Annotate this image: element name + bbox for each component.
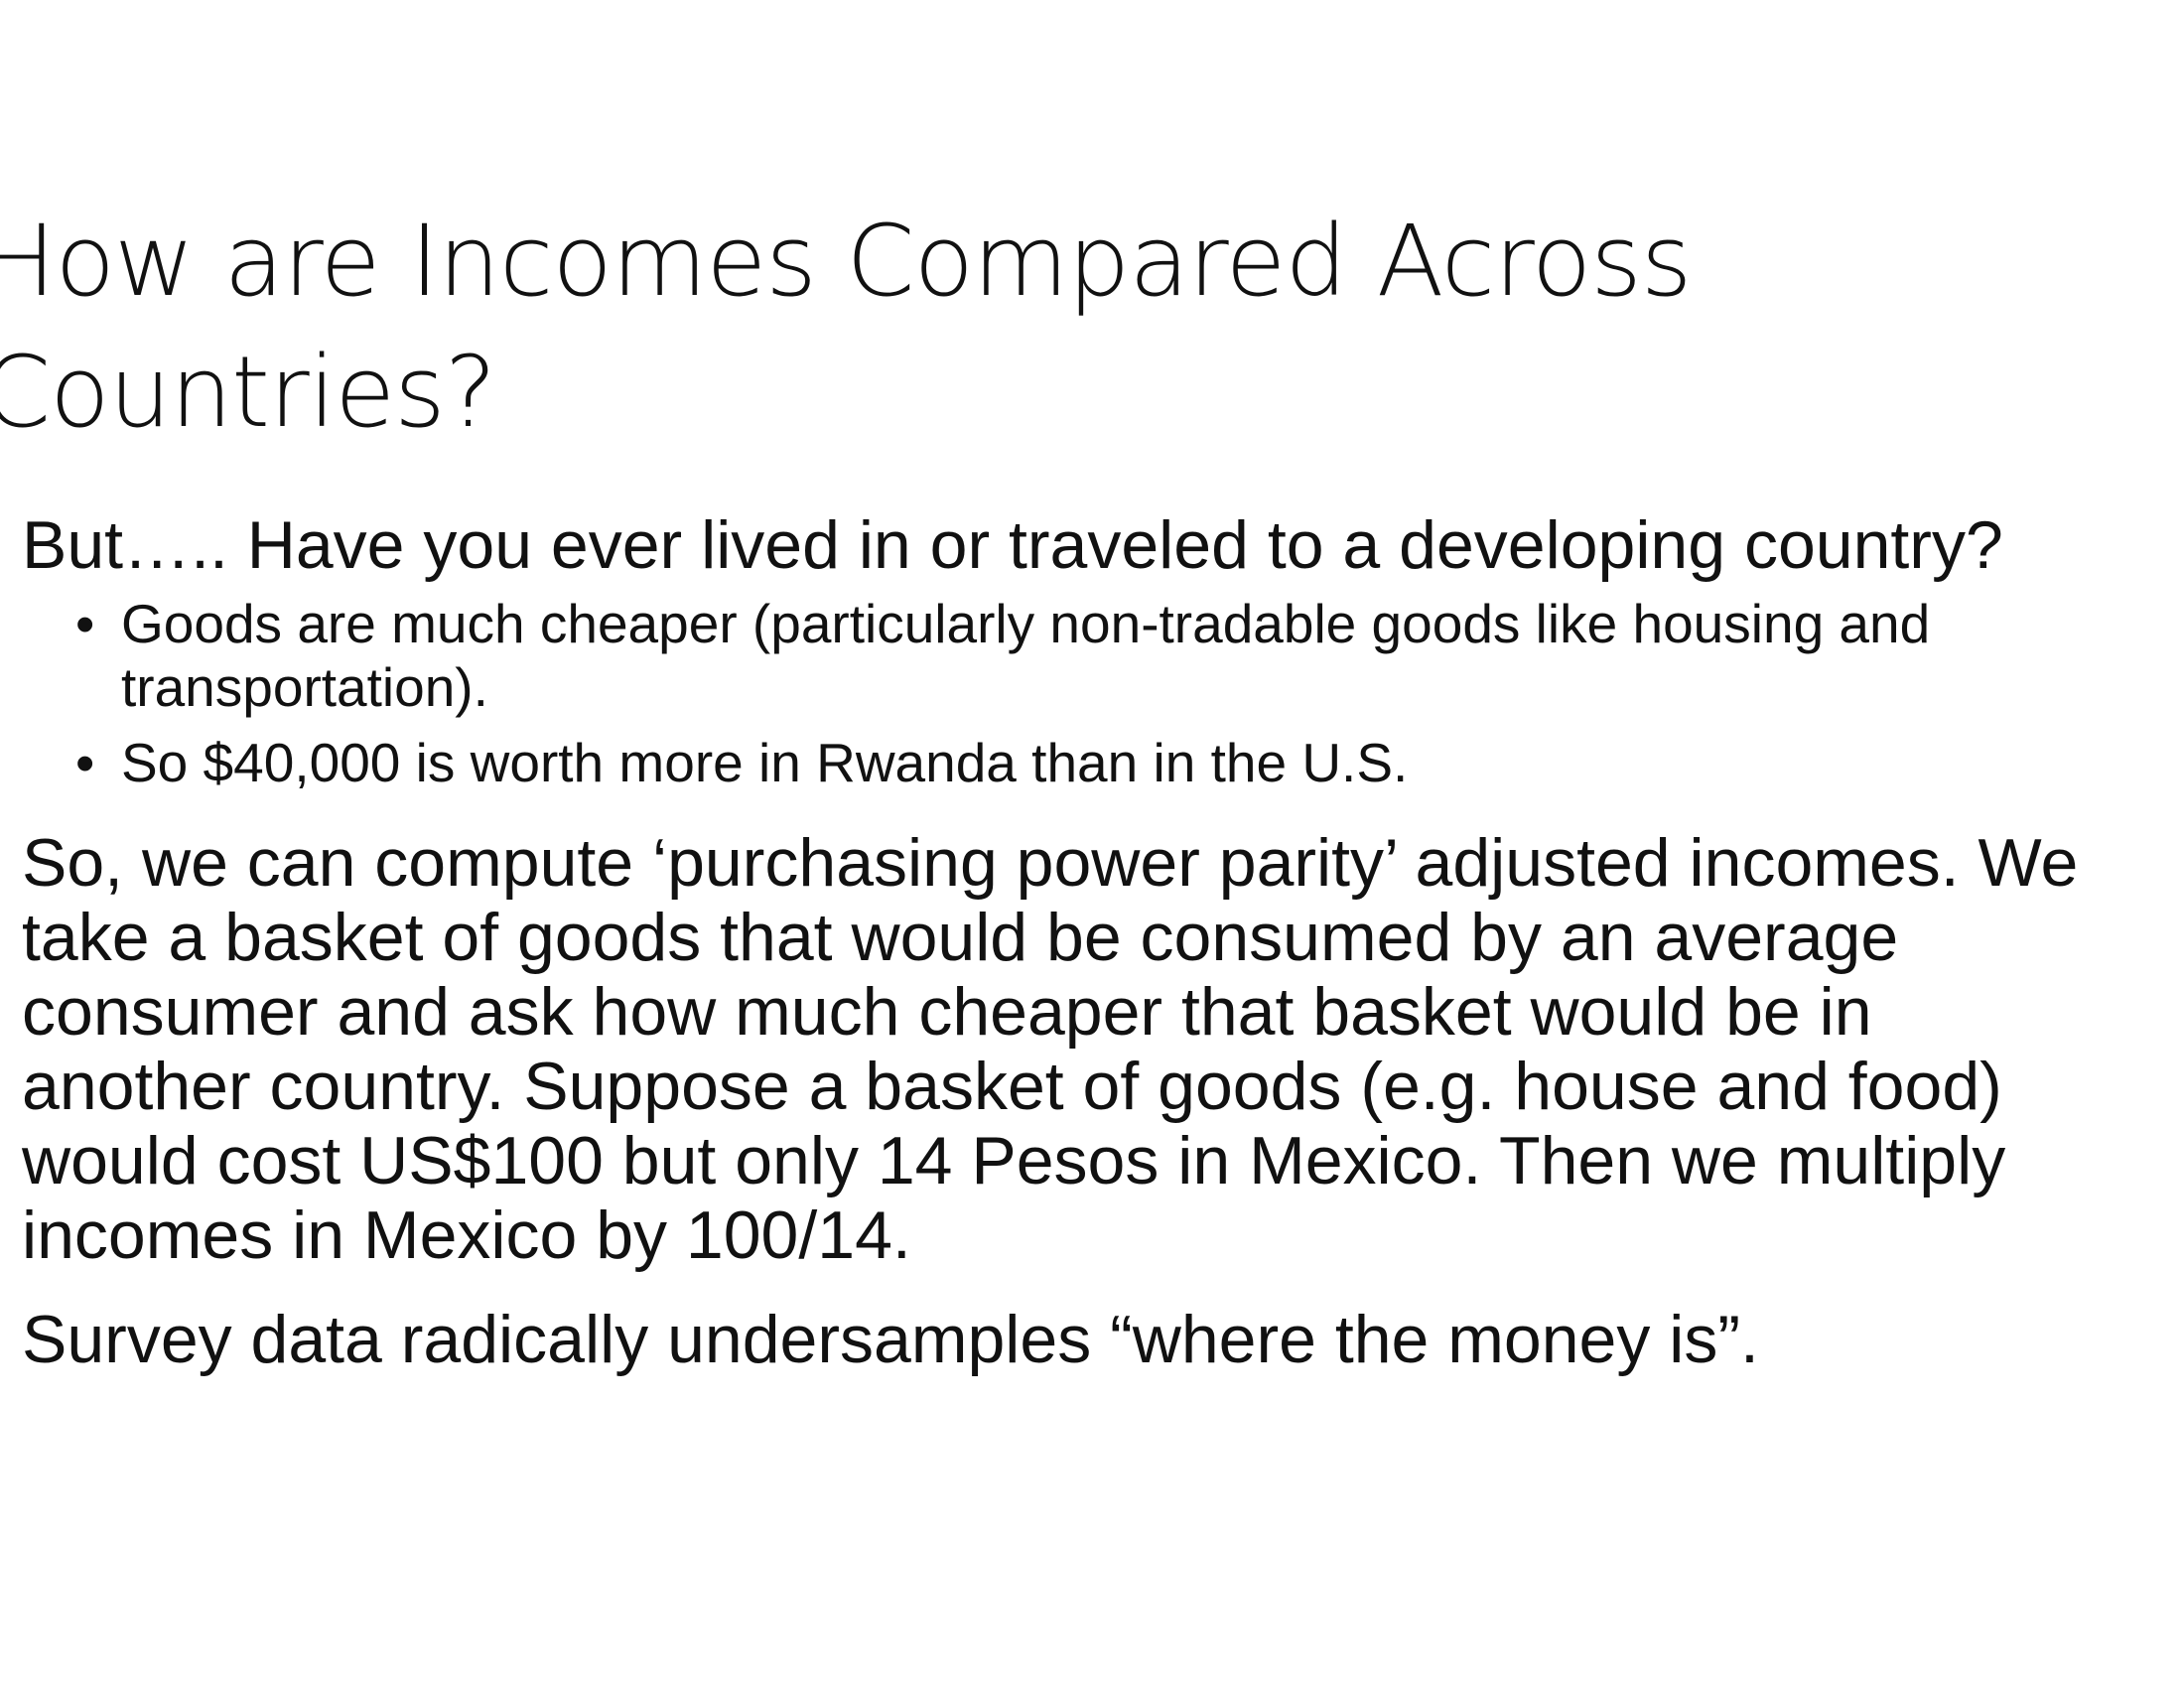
bullet-text-rwanda: So $40,000 is worth more in Rwanda than … xyxy=(121,732,1409,793)
bullet-item-rwanda: • So $40,000 is worth more in Rwanda tha… xyxy=(71,731,2176,794)
ppp-paragraph: So, we can compute ‘purchasing power par… xyxy=(22,826,2078,1273)
bullet-dot-icon: • xyxy=(75,732,95,793)
survey-paragraph: Survey data radically undersamples “wher… xyxy=(22,1302,1759,1377)
bullet-list: • Goods are much cheaper (particularly n… xyxy=(71,592,2176,794)
bullet-text-goods-cheaper: Goods are much cheaper (particularly non… xyxy=(121,593,1931,718)
question-paragraph: But….. Have you ever lived in or travele… xyxy=(22,507,2003,583)
ppp-line-1: So, we can compute ‘purchasing power par… xyxy=(22,825,2079,901)
slide-title-line-2: Countries? xyxy=(0,336,496,450)
ppp-line-4: another country. Suppose a basket of goo… xyxy=(22,1049,2002,1124)
ppp-line-2: take a basket of goods that would be con… xyxy=(22,900,1899,975)
slide-title-line-1: How are Incomes Compared Across xyxy=(0,205,1692,319)
bullet-dot-icon: • xyxy=(75,593,95,654)
ppp-line-5: would cost US$100 but only 14 Pesos in M… xyxy=(22,1123,2006,1198)
slide-title: How are Incomes Compared Across Countrie… xyxy=(0,197,1868,459)
ppp-line-3: consumer and ask how much cheaper that b… xyxy=(22,974,1872,1050)
bullet-item-goods-cheaper: • Goods are much cheaper (particularly n… xyxy=(71,592,2176,719)
ppp-line-6: incomes in Mexico by 100/14. xyxy=(22,1197,911,1273)
